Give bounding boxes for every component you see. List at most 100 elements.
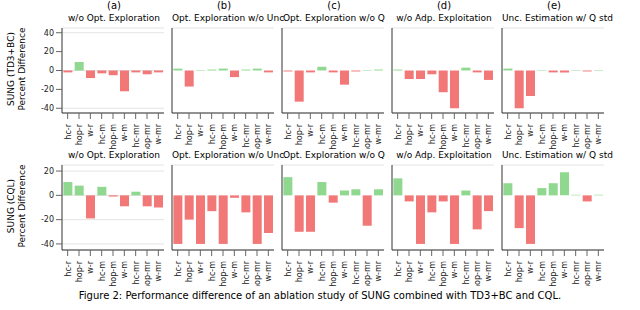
svg-text:w-r: w-r (306, 123, 315, 136)
svg-text:hop-m: hop-m (549, 124, 558, 149)
svg-text:hc-m: hc-m (428, 124, 437, 144)
svg-text:hop-mr: hop-mr (363, 123, 372, 149)
svg-text:hop-m: hop-m (329, 261, 338, 286)
svg-text:-20: -20 (41, 85, 54, 94)
svg-text:w-mr: w-mr (374, 260, 383, 281)
svg-text:hc-r: hc-r (284, 260, 293, 276)
svg-text:hc-m: hc-m (98, 124, 107, 144)
svg-text:w-r: w-r (86, 260, 95, 273)
svg-text:w-mr: w-mr (594, 123, 603, 144)
svg-text:hop-r: hop-r (515, 123, 524, 145)
svg-text:hc-mr: hc-mr (572, 123, 581, 147)
svg-text:20: 20 (44, 47, 54, 56)
svg-text:hc-r: hc-r (64, 260, 73, 276)
svg-text:hop-r: hop-r (185, 260, 194, 282)
svg-text:hc-m: hc-m (428, 261, 437, 281)
svg-text:hop-mr: hop-mr (363, 260, 372, 286)
svg-text:hop-r: hop-r (405, 123, 414, 145)
svg-text:hc-mr: hc-mr (132, 260, 141, 284)
svg-text:hop-mr: hop-mr (473, 123, 482, 149)
svg-text:hc-r: hc-r (64, 123, 73, 139)
svg-text:hop-m: hop-m (219, 124, 228, 149)
svg-text:w-m: w-m (340, 261, 349, 278)
svg-text:hc-r: hc-r (394, 260, 403, 276)
svg-text:hop-m: hop-m (439, 261, 448, 286)
svg-text:w-m: w-m (560, 261, 569, 278)
svg-text:w-m: w-m (230, 124, 239, 141)
svg-text:hc-m: hc-m (538, 124, 547, 144)
svg-text:hop-m: hop-m (329, 124, 338, 149)
svg-text:-20: -20 (41, 215, 54, 224)
svg-text:w-mr: w-mr (484, 260, 493, 281)
svg-text:w-r: w-r (86, 123, 95, 136)
svg-text:hop-m: hop-m (109, 261, 118, 286)
svg-text:hc-m: hc-m (208, 124, 217, 144)
svg-text:hc-m: hc-m (318, 261, 327, 281)
svg-text:w-mr: w-mr (264, 260, 273, 281)
svg-text:hop-mr: hop-mr (253, 123, 262, 149)
svg-text:w-mr: w-mr (484, 123, 493, 144)
svg-text:w-r: w-r (416, 260, 425, 273)
svg-text:w-r: w-r (526, 260, 535, 273)
svg-text:hop-r: hop-r (295, 260, 304, 282)
svg-text:hop-r: hop-r (75, 123, 84, 145)
svg-text:hop-r: hop-r (405, 260, 414, 282)
html-text:(a): (a) (107, 0, 121, 11)
svg-text:w-mr: w-mr (154, 123, 163, 144)
svg-text:hop-m: hop-m (109, 124, 118, 149)
svg-text:hc-m: hc-m (538, 261, 547, 281)
svg-text:hc-mr: hc-mr (572, 260, 581, 284)
svg-text:hc-r: hc-r (174, 260, 183, 276)
svg-text:hop-m: hop-m (219, 261, 228, 286)
svg-text:hc-mr: hc-mr (242, 123, 251, 147)
svg-text:0: 0 (49, 191, 54, 200)
svg-text:hc-mr: hc-mr (462, 260, 471, 284)
svg-text:hop-r: hop-r (75, 260, 84, 282)
svg-text:hc-mr: hc-mr (352, 123, 361, 147)
svg-text:w-mr: w-mr (594, 260, 603, 281)
svg-text:w-r: w-r (196, 123, 205, 136)
svg-text:20: 20 (44, 167, 54, 176)
svg-text:hc-m: hc-m (318, 124, 327, 144)
svg-text:w-mr: w-mr (264, 123, 273, 144)
svg-text:w-m: w-m (450, 261, 459, 278)
svg-text:hop-m: hop-m (439, 124, 448, 149)
svg-text:w-r: w-r (196, 260, 205, 273)
svg-text:-40: -40 (41, 240, 54, 249)
svg-text:w-r: w-r (306, 260, 315, 273)
svg-text:w-m: w-m (560, 124, 569, 141)
svg-text:hc-r: hc-r (394, 123, 403, 139)
svg-text:hc-mr: hc-mr (242, 260, 251, 284)
svg-text:hop-mr: hop-mr (143, 123, 152, 149)
svg-text:w-mr: w-mr (154, 260, 163, 281)
svg-text:hc-mr: hc-mr (352, 260, 361, 284)
svg-text:hc-mr: hc-mr (462, 123, 471, 147)
svg-text:hop-m: hop-m (549, 261, 558, 286)
svg-text:-40: -40 (41, 104, 54, 113)
svg-text:w-m: w-m (450, 124, 459, 141)
svg-text:hop-r: hop-r (515, 260, 524, 282)
svg-text:hop-mr: hop-mr (253, 260, 262, 286)
svg-text:w-m: w-m (120, 261, 129, 278)
svg-text:hc-mr: hc-mr (132, 123, 141, 147)
svg-text:w-mr: w-mr (374, 123, 383, 144)
svg-text:hop-r: hop-r (295, 123, 304, 145)
svg-text:hc-m: hc-m (98, 261, 107, 281)
svg-text:hop-r: hop-r (185, 123, 194, 145)
svg-text:w-m: w-m (230, 261, 239, 278)
svg-text:hc-r: hc-r (284, 123, 293, 139)
svg-text:hc-r: hc-r (174, 123, 183, 139)
svg-text:w-r: w-r (416, 123, 425, 136)
svg-text:hc-m: hc-m (208, 261, 217, 281)
svg-text:hop-mr: hop-mr (583, 123, 592, 149)
svg-text:hop-mr: hop-mr (473, 260, 482, 286)
svg-text:hop-mr: hop-mr (143, 260, 152, 286)
svg-text:hc-r: hc-r (504, 260, 513, 276)
svg-text:hc-r: hc-r (504, 123, 513, 139)
svg-text:w-m: w-m (340, 124, 349, 141)
svg-text:0: 0 (49, 66, 54, 75)
svg-text:hop-mr: hop-mr (583, 260, 592, 286)
svg-text:40: 40 (44, 29, 54, 38)
svg-text:w-m: w-m (120, 124, 129, 141)
svg-text:w-r: w-r (526, 123, 535, 136)
